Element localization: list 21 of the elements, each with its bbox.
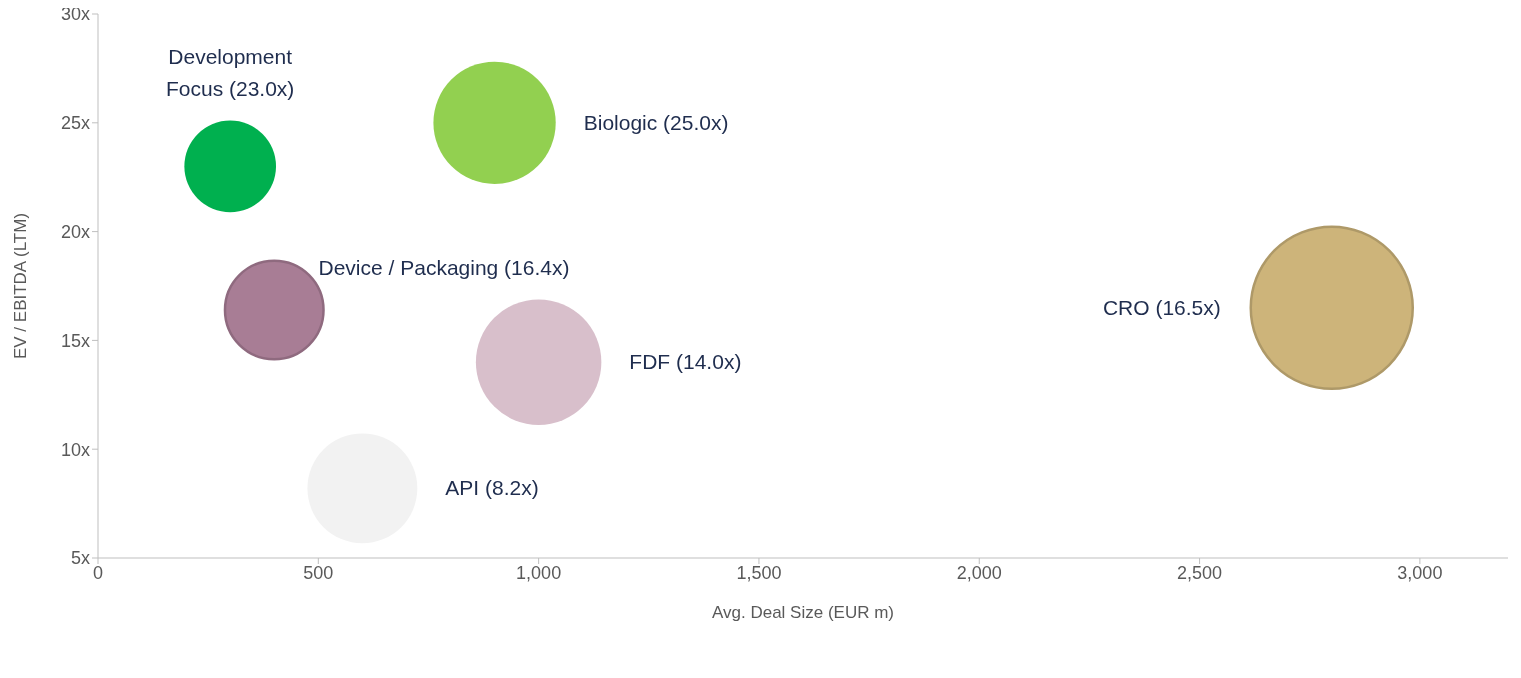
x-tick-label: 500 <box>303 562 334 583</box>
series-label: Biologic (25.0x) <box>583 110 729 134</box>
series-label: CRO (16.5x) <box>1102 295 1221 319</box>
y-tick-label: 5x <box>70 548 90 569</box>
x-tick-label: 2,000 <box>956 562 1002 583</box>
x-tick-label: 1,000 <box>516 562 562 583</box>
series-label: API (8.2x) <box>445 476 539 500</box>
x-tick-label: 2,500 <box>1177 562 1223 583</box>
y-tick-label: 10x <box>60 439 90 460</box>
y-tick-label: 15x <box>60 330 90 351</box>
y-tick-label: 30x <box>60 4 90 25</box>
x-tick-label: 0 <box>92 562 104 583</box>
x-tick-label: 1,500 <box>736 562 782 583</box>
y-axis-title: EV / EBITDA (LTM) <box>11 212 31 360</box>
series-label: FDF (14.0x) <box>629 350 742 374</box>
y-tick-label: 25x <box>60 113 90 134</box>
x-axis-title: Avg. Deal Size (EUR m) <box>711 603 895 622</box>
text: Development Focus (23.0x) <box>165 45 295 101</box>
y-tick-label: 20x <box>60 221 90 242</box>
series-label: Device / Packaging (16.4x) <box>318 255 570 279</box>
x-tick-label: 3,000 <box>1397 562 1443 583</box>
